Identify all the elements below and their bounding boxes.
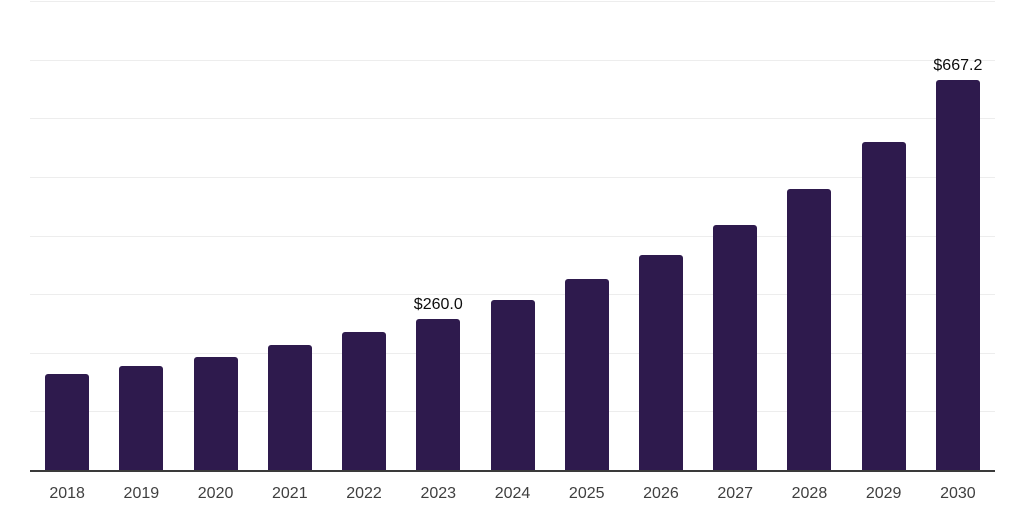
x-axis-line <box>30 470 995 472</box>
bar-2019 <box>119 366 164 471</box>
x-tick-2024: 2024 <box>494 485 531 502</box>
bar-2027 <box>713 225 758 471</box>
bar-2022 <box>342 332 387 471</box>
bar-2025 <box>564 279 609 471</box>
bar-2018 <box>45 374 90 471</box>
bar-2020 <box>193 356 238 471</box>
bar-2021 <box>267 345 312 471</box>
x-tick-2022: 2022 <box>346 485 382 502</box>
x-tick-2023: 2023 <box>420 485 457 502</box>
x-tick-2025: 2025 <box>568 485 605 502</box>
gridline-500 <box>30 176 995 178</box>
data-label-2023: $260.0 <box>413 295 463 313</box>
bar-2026 <box>638 255 683 471</box>
gridline-700 <box>30 59 995 61</box>
bar-2028 <box>787 189 832 471</box>
bar-2029 <box>861 142 906 471</box>
gridline-300 <box>30 294 995 296</box>
x-tick-2027: 2027 <box>717 485 753 502</box>
x-tick-2020: 2020 <box>197 485 234 502</box>
bar-2024 <box>490 300 535 471</box>
x-tick-2018: 2018 <box>49 485 85 502</box>
x-tick-2028: 2028 <box>791 485 828 502</box>
bar-2023 <box>416 318 461 471</box>
plot-area: $260.0 $667.2 <box>30 1 995 471</box>
x-tick-2029: 2029 <box>865 485 902 502</box>
gridline-800 <box>30 1 995 2</box>
data-label-2030: $667.2 <box>933 56 983 74</box>
gridline-600 <box>30 118 995 120</box>
x-tick-2030: 2030 <box>940 485 976 502</box>
gridline-400 <box>30 235 995 237</box>
bar-2030 <box>935 79 980 471</box>
x-tick-2026: 2026 <box>643 485 679 502</box>
x-tick-2021: 2021 <box>272 485 308 502</box>
x-tick-2019: 2019 <box>123 485 160 502</box>
